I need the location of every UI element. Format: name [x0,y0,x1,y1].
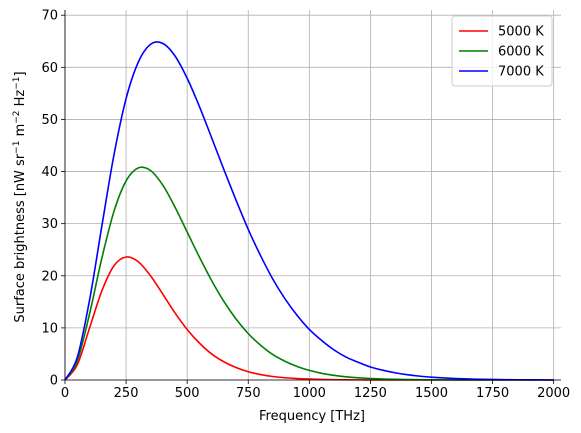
y-tick-label: 70 [41,9,58,24]
y-tick-label: 0 [50,374,58,389]
axes [64,10,561,381]
x-tick-label: 2000 [537,386,570,401]
x-tick-label: 250 [114,386,139,401]
grid-lines [64,10,561,381]
legend-label-7000k: 7000 K [498,65,544,80]
y-tick-label: 30 [41,217,58,232]
x-axis-label: Frequency [THz] [259,409,365,424]
y-axis-ticks: 0 10 20 30 40 50 60 70 [41,9,65,389]
y-tick-label: 10 [41,321,58,336]
legend: 5000 K 6000 K 7000 K [451,15,553,87]
legend-label-5000k: 5000 K [498,25,544,40]
y-tick-label: 20 [41,269,58,284]
x-axis-ticks: 0 250 500 750 1000 1250 1500 1750 2000 [61,380,570,401]
x-tick-label: 0 [61,386,69,401]
x-tick-label: 1000 [293,386,326,401]
legend-label-6000k: 6000 K [498,45,544,60]
series-line-7000k [64,41,554,381]
legend-frame [451,15,553,87]
x-tick-label: 1750 [476,386,509,401]
y-tick-label: 50 [41,113,58,128]
x-tick-label: 1500 [415,386,448,401]
y-tick-label: 60 [41,61,58,76]
x-tick-label: 1250 [354,386,387,401]
y-tick-label: 40 [41,165,58,180]
x-tick-label: 750 [236,386,261,401]
x-tick-label: 500 [175,386,200,401]
y-axis-label: Surface brightness [nW sr−1 m−2 Hz−1] [12,71,28,322]
